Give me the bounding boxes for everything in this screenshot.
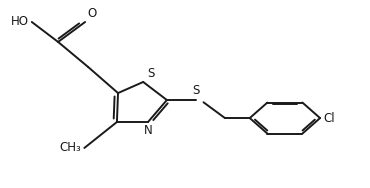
Text: Cl: Cl <box>324 111 335 125</box>
Text: HO: HO <box>11 15 29 29</box>
Text: S: S <box>147 67 154 80</box>
Text: N: N <box>144 124 152 137</box>
Text: S: S <box>192 84 200 97</box>
Text: O: O <box>87 7 96 20</box>
Text: CH₃: CH₃ <box>60 141 81 155</box>
